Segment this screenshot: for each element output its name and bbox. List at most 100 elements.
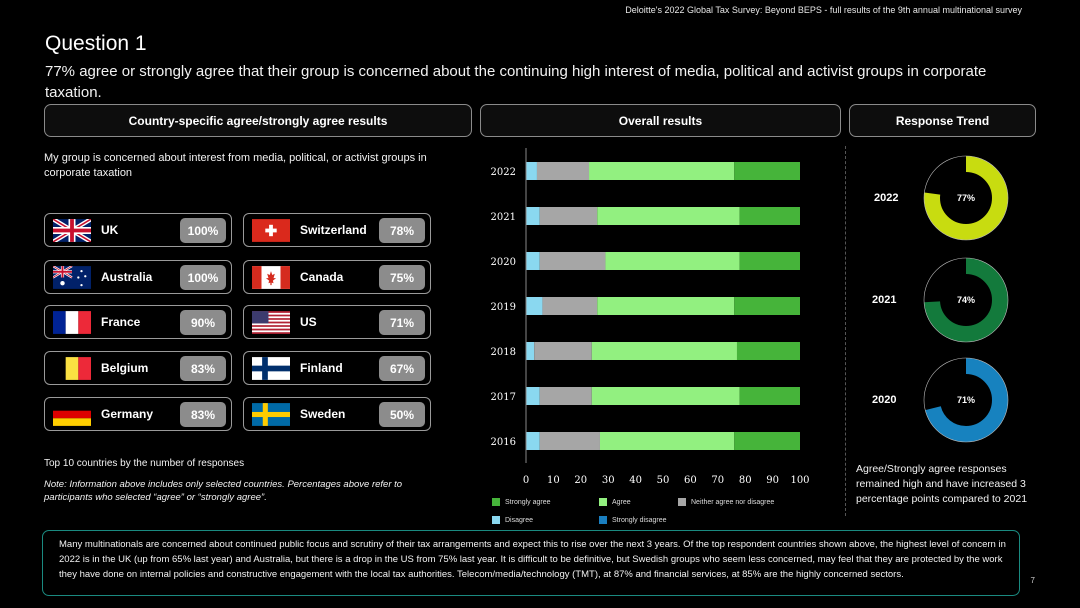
bar-segment bbox=[734, 162, 800, 180]
bar-segment bbox=[739, 207, 800, 225]
canada-flag-icon bbox=[252, 266, 290, 289]
year-tick-label: 2019 bbox=[491, 302, 516, 313]
x-tick-label: 30 bbox=[602, 475, 615, 486]
switzerland-flag-icon bbox=[252, 219, 290, 242]
bar-segment bbox=[597, 297, 735, 315]
year-tick-label: 2021 bbox=[491, 212, 516, 223]
bar-segment bbox=[534, 342, 592, 360]
year-tick-label: 2017 bbox=[491, 392, 516, 403]
bar-segment bbox=[739, 252, 800, 270]
section-response-trend: Response Trend bbox=[849, 104, 1036, 137]
bar-segment bbox=[597, 207, 740, 225]
country-card-sweden: Sweden 50% bbox=[243, 397, 431, 431]
question-subtitle: 77% agree or strongly agree that their g… bbox=[45, 63, 987, 101]
year-tick-label: 2020 bbox=[491, 257, 516, 268]
country-name: UK bbox=[101, 223, 119, 237]
question-statement: My group is concerned about interest fro… bbox=[44, 152, 427, 179]
country-card-switzerland: Switzerland 78% bbox=[243, 213, 431, 247]
bar-segment bbox=[539, 387, 592, 405]
bar-segment bbox=[599, 432, 735, 450]
donut-segment bbox=[924, 258, 1008, 342]
bar-segment bbox=[539, 252, 606, 270]
bar-segment bbox=[734, 432, 800, 450]
trend-year-2022: 2022 bbox=[874, 192, 899, 204]
germany-flag-icon bbox=[53, 403, 91, 426]
donut-2022: 77% bbox=[923, 155, 1009, 241]
donut-segment bbox=[924, 358, 1008, 442]
bar-segment bbox=[591, 342, 737, 360]
section-country-results: Country-specific agree/strongly agree re… bbox=[44, 104, 472, 137]
trend-year-2020: 2020 bbox=[872, 394, 897, 406]
country-name: Belgium bbox=[101, 361, 149, 375]
legend-disagree: Disagree bbox=[492, 516, 533, 524]
legend-strongly-disagree: Strongly disagree bbox=[599, 516, 666, 524]
x-tick-label: 0 bbox=[523, 475, 529, 486]
country-percentage: 50% bbox=[379, 402, 425, 427]
x-tick-label: 10 bbox=[547, 475, 560, 486]
x-tick-label: 100 bbox=[790, 475, 809, 486]
year-tick-label: 2018 bbox=[491, 347, 516, 358]
country-name: France bbox=[101, 315, 141, 329]
donut-2020: 71% bbox=[923, 357, 1009, 443]
bar-segment bbox=[734, 297, 800, 315]
belgium-flag-icon bbox=[53, 357, 91, 380]
donut-outline bbox=[923, 155, 1009, 241]
france-flag-icon bbox=[53, 311, 91, 334]
legend-strongly-agree: Strongly agree bbox=[492, 498, 551, 506]
country-name: Germany bbox=[101, 407, 154, 421]
donut-label: 71% bbox=[957, 395, 975, 405]
section-overall-results: Overall results bbox=[480, 104, 841, 137]
bar-segment bbox=[526, 207, 540, 225]
divider bbox=[845, 146, 846, 516]
bar-segment bbox=[739, 387, 800, 405]
country-name: Sweden bbox=[300, 407, 346, 421]
year-tick-label: 2016 bbox=[491, 437, 516, 448]
country-percentage: 83% bbox=[180, 402, 226, 427]
legend-neither: Neither agree nor disagree bbox=[678, 498, 774, 506]
bar-segment bbox=[526, 297, 543, 315]
x-tick-label: 20 bbox=[574, 475, 587, 486]
page-number: 7 bbox=[1030, 576, 1035, 585]
country-name: Canada bbox=[300, 270, 344, 284]
commentary-box: Many multinationals are concerned about … bbox=[42, 530, 1020, 596]
donut-label: 77% bbox=[957, 193, 975, 203]
country-card-canada: Canada 75% bbox=[243, 260, 431, 294]
source-header: Deloitte's 2022 Global Tax Survey: Beyon… bbox=[625, 5, 1022, 15]
trend-year-2021: 2021 bbox=[872, 294, 897, 306]
bar-segment bbox=[526, 387, 540, 405]
bar-segment bbox=[526, 432, 540, 450]
donut-2021: 74% bbox=[923, 257, 1009, 343]
bar-segment bbox=[591, 387, 740, 405]
bar-segment bbox=[526, 342, 535, 360]
country-percentage: 71% bbox=[379, 310, 425, 335]
country-card-france: France 90% bbox=[44, 305, 232, 339]
country-card-uk: UK 100% bbox=[44, 213, 232, 247]
bar-segment bbox=[539, 432, 600, 450]
country-card-us: US 71% bbox=[243, 305, 431, 339]
donut-outline bbox=[923, 357, 1009, 443]
x-tick-label: 80 bbox=[739, 475, 752, 486]
country-card-finland: Finland 67% bbox=[243, 351, 431, 385]
bar-segment bbox=[736, 342, 800, 360]
country-card-germany: Germany 83% bbox=[44, 397, 232, 431]
donut-label: 74% bbox=[957, 295, 975, 305]
bar-segment bbox=[536, 162, 590, 180]
year-tick-label: 2022 bbox=[491, 167, 516, 178]
commentary-text: Many multinationals are concerned about … bbox=[59, 539, 1006, 580]
sweden-flag-icon bbox=[252, 403, 290, 426]
country-card-belgium: Belgium 83% bbox=[44, 351, 232, 385]
country-name: US bbox=[300, 315, 317, 329]
us-flag-icon bbox=[252, 311, 290, 334]
country-card-australia: Australia 100% bbox=[44, 260, 232, 294]
question-title: Question 1 bbox=[45, 32, 147, 55]
x-tick-label: 50 bbox=[657, 475, 670, 486]
country-name: Finland bbox=[300, 361, 343, 375]
country-name: Switzerland bbox=[300, 223, 367, 237]
bar-segment bbox=[526, 252, 540, 270]
country-percentage: 78% bbox=[379, 218, 425, 243]
trend-note: Agree/Strongly agree responses remained … bbox=[856, 463, 1028, 505]
bar-segment bbox=[542, 297, 598, 315]
x-tick-label: 40 bbox=[629, 475, 642, 486]
info-note: Note: Information above includes only se… bbox=[44, 479, 403, 503]
donut-segment bbox=[924, 156, 1008, 240]
